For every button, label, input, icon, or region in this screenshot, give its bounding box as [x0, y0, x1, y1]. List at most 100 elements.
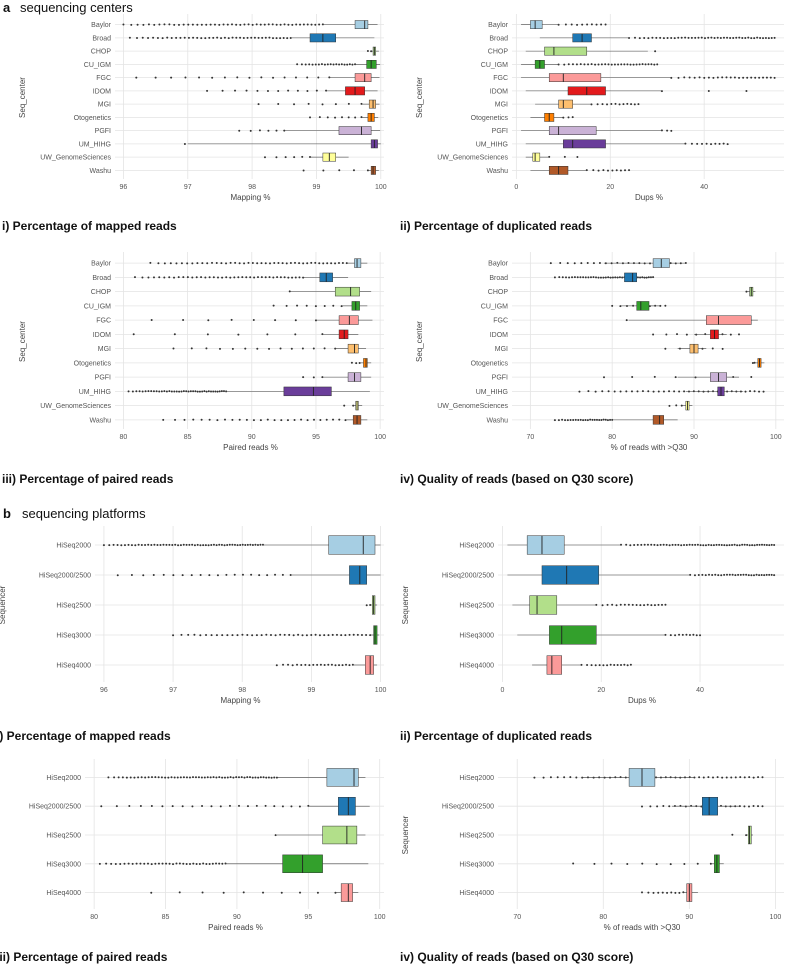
y-axis-title: Sequencer	[0, 585, 7, 624]
outlier-point	[157, 262, 160, 265]
outlier-point	[305, 634, 308, 637]
outlier-point	[745, 90, 748, 93]
x-tick-label: 20	[597, 687, 605, 694]
outlier-point	[172, 347, 175, 350]
outlier-point	[610, 63, 613, 66]
x-tick-label: 95	[312, 434, 320, 441]
outlier-point	[678, 633, 681, 636]
outlier-point	[677, 36, 680, 39]
outlier-point	[152, 36, 155, 39]
outlier-point	[215, 262, 218, 265]
outlier-point	[120, 544, 123, 547]
outlier-point	[213, 23, 216, 26]
outlier-point	[747, 805, 750, 808]
x-tick-label: 96	[120, 184, 128, 191]
outlier-point	[619, 169, 622, 172]
outlier-point	[216, 390, 219, 393]
outlier-point	[141, 276, 144, 279]
outlier-point	[659, 543, 662, 546]
outlier-point	[647, 63, 650, 66]
outlier-point	[200, 776, 203, 779]
outlier-point	[272, 76, 275, 79]
outlier-point	[662, 543, 665, 546]
outlier-point	[681, 633, 684, 636]
outlier-point	[183, 36, 186, 39]
outlier-point	[765, 543, 768, 546]
outlier-point	[195, 863, 198, 866]
outlier-point	[177, 276, 180, 279]
outlier-point	[760, 543, 763, 546]
outlier-point	[773, 574, 776, 577]
outlier-point	[677, 76, 680, 79]
outlier-point	[571, 276, 574, 279]
outlier-point	[202, 544, 205, 547]
outlier-point	[317, 63, 320, 66]
outlier-point	[283, 23, 286, 26]
outlier-point	[350, 361, 353, 364]
outlier-point	[105, 862, 108, 865]
outlier-point	[279, 37, 282, 40]
outlier-point	[758, 543, 761, 546]
outlier-point	[318, 262, 321, 265]
outlier-point	[135, 76, 138, 79]
x-axis-title: Dups %	[628, 696, 656, 705]
outlier-point	[697, 36, 700, 39]
outlier-point	[609, 663, 612, 666]
outlier-point	[290, 347, 293, 350]
outlier-point	[258, 129, 261, 132]
category-label: UM_HIHG	[476, 141, 508, 148]
outlier-point	[308, 63, 311, 66]
outlier-point	[264, 262, 267, 265]
outlier-point	[175, 262, 178, 265]
y-axis-title: Seq_center	[415, 77, 424, 118]
outlier-point	[170, 390, 173, 393]
outlier-point	[150, 891, 153, 894]
x-axis-title: % of reads with >Q30	[604, 923, 681, 932]
outlier-point	[606, 603, 609, 606]
outlier-point	[304, 663, 307, 666]
outlier-point	[296, 89, 299, 92]
outlier-point	[660, 603, 663, 606]
category-label: HiSeq2000	[46, 775, 81, 782]
outlier-point	[263, 156, 266, 159]
outlier-point	[168, 23, 171, 26]
outlier-point	[212, 543, 215, 546]
outlier-point	[623, 603, 626, 606]
outlier-point	[205, 634, 208, 637]
category-label: UM_HIHG	[476, 389, 508, 396]
outlier-point	[606, 103, 609, 106]
outlier-point	[662, 390, 665, 393]
x-tick-label: 0	[514, 184, 518, 191]
outlier-point	[287, 89, 290, 92]
outlier-point	[203, 390, 206, 393]
outlier-point	[248, 76, 251, 79]
category-label: HiSeq2000/2500	[442, 573, 494, 580]
outlier-point	[249, 276, 252, 279]
outlier-point	[615, 604, 618, 607]
outlier-point	[739, 573, 742, 576]
outlier-point	[582, 419, 585, 422]
outlier-point	[338, 169, 341, 172]
outlier-point	[172, 634, 175, 637]
outlier-point	[242, 36, 245, 39]
x-tick-label: 100	[770, 434, 782, 441]
outlier-point	[182, 862, 185, 865]
outlier-point	[756, 543, 759, 546]
outlier-point	[623, 63, 626, 66]
box-hiseq2000	[526, 535, 565, 555]
outlier-point	[595, 23, 598, 26]
outlier-point	[683, 543, 686, 546]
outlier-point	[255, 634, 258, 637]
outlier-point	[533, 776, 536, 779]
outlier-point	[127, 390, 130, 393]
outlier-point	[131, 862, 134, 865]
category-label: HiSeq3000	[56, 633, 91, 640]
outlier-point	[643, 36, 646, 39]
outlier-point	[597, 63, 600, 66]
outlier-point	[576, 276, 579, 279]
outlier-point	[246, 805, 249, 808]
outlier-point	[180, 390, 183, 393]
outlier-point	[595, 276, 598, 279]
outlier-point	[153, 543, 156, 546]
outlier-point	[335, 633, 338, 636]
